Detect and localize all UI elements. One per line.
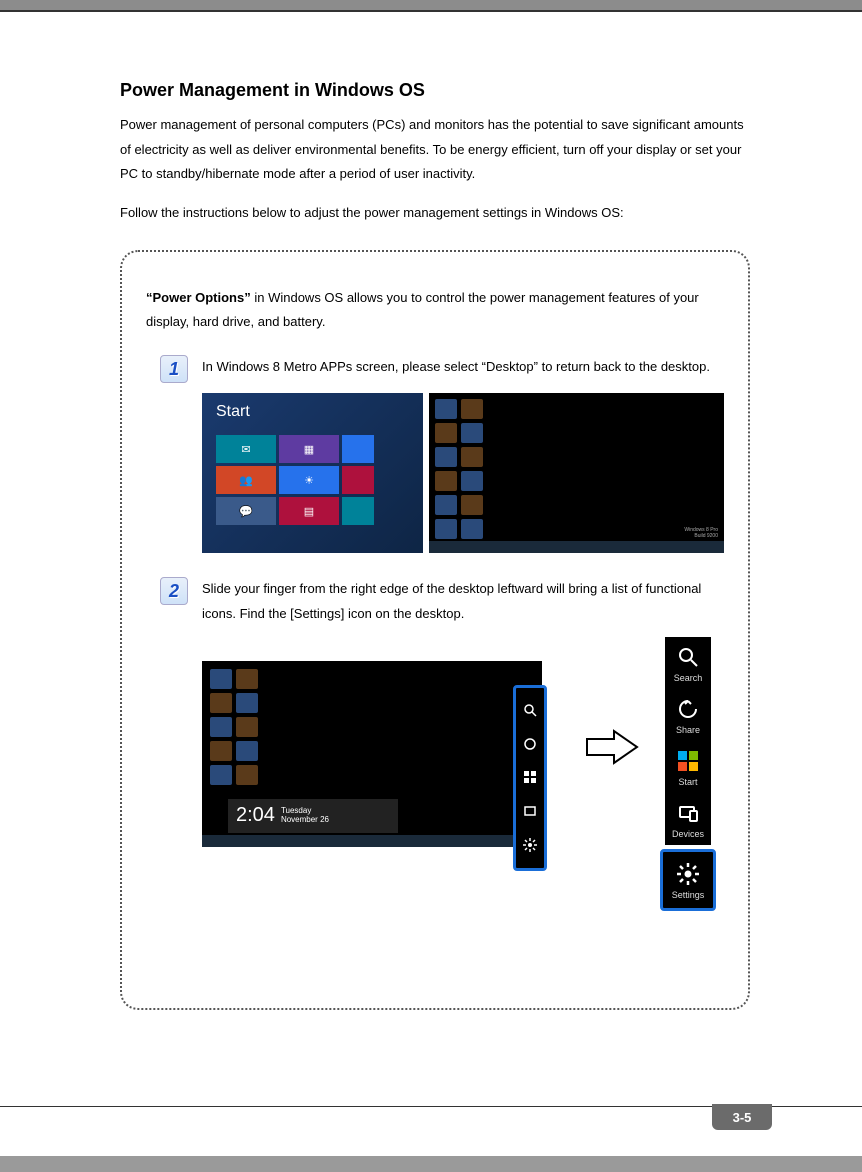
desktop-icon xyxy=(461,471,483,491)
top-bar xyxy=(0,0,862,12)
metro-title: Start xyxy=(216,403,250,421)
desktop-icon xyxy=(210,693,232,713)
arrow-icon xyxy=(582,727,642,767)
intro-bold: “Power Options” xyxy=(146,290,251,305)
metro-start-screen: Start ✉ ▦ 👥 ☀ 💬 ▤ xyxy=(202,393,423,553)
tile-ie xyxy=(342,435,374,463)
watermark-line2: Build 9200 xyxy=(684,533,718,539)
step-number-1: 1 xyxy=(160,355,188,383)
desktop-icon xyxy=(435,447,457,467)
share-icon xyxy=(674,695,702,723)
desktop-icon xyxy=(435,495,457,515)
desktop-icon xyxy=(210,669,232,689)
step-2: 2 Slide your finger from the right edge … xyxy=(146,577,724,626)
desktop-icon xyxy=(461,447,483,467)
step-text-2: Slide your finger from the right edge of… xyxy=(202,577,724,626)
desktop-icon xyxy=(236,741,258,761)
step-number-2: 2 xyxy=(160,577,188,605)
desktop-icon xyxy=(435,519,457,539)
step-1: 1 In Windows 8 Metro APPs screen, please… xyxy=(146,355,724,383)
tile-people: 👥 xyxy=(216,466,276,494)
desktop-icon xyxy=(461,519,483,539)
settings-icon xyxy=(674,860,702,888)
desktop-icon xyxy=(435,399,457,419)
charm-share: Share xyxy=(665,689,711,741)
page-title: Power Management in Windows OS xyxy=(120,80,750,101)
desktop-icon xyxy=(236,765,258,785)
bottom-bar xyxy=(0,1156,862,1172)
paragraph-1: Power management of personal computers (… xyxy=(120,113,750,187)
tile-mail: ✉ xyxy=(216,435,276,463)
charms-bar-small xyxy=(513,685,547,871)
taskbar xyxy=(429,541,724,553)
desktop-icon xyxy=(236,669,258,689)
charm-devices: Devices xyxy=(665,793,711,845)
devices-icon xyxy=(674,799,702,827)
settings-icon xyxy=(523,838,537,852)
charm-start: Start xyxy=(665,741,711,793)
devices-icon xyxy=(523,804,537,818)
tile-news: ▤ xyxy=(279,497,339,525)
clock-time: 2:04 xyxy=(236,804,275,827)
desktop-icon xyxy=(461,495,483,515)
desktop-icon xyxy=(461,423,483,443)
desktop-icon xyxy=(461,399,483,419)
clock-overlay: 2:04 Tuesday November 26 xyxy=(228,799,398,833)
tile-maps xyxy=(342,466,374,494)
clock-date: Tuesday November 26 xyxy=(281,807,329,825)
desktop-icon xyxy=(236,693,258,713)
charm-search: Search xyxy=(665,637,711,689)
instructions-box: “Power Options” in Windows OS allows you… xyxy=(120,250,750,1010)
desktop-icon xyxy=(210,741,232,761)
desktop-screenshot-1: Windows 8 Pro Build 9200 xyxy=(429,393,724,553)
tile-calendar: ▦ xyxy=(279,435,339,463)
page-number-tab: 3-5 xyxy=(712,1104,772,1130)
main-content: Power Management in Windows OS Power man… xyxy=(120,80,750,1010)
tile-weather: ☀ xyxy=(279,466,339,494)
step2-screenshots: 2:04 Tuesday November 26 xyxy=(202,637,724,937)
desktop-icons xyxy=(435,399,483,539)
desktop-icon xyxy=(236,717,258,737)
intro-text: “Power Options” in Windows OS allows you… xyxy=(146,286,724,335)
paragraph-2: Follow the instructions below to adjust … xyxy=(120,201,750,226)
desktop-icons-2 xyxy=(210,669,258,785)
charm-settings: Settings xyxy=(665,854,711,906)
clock-date-line: November 26 xyxy=(281,816,329,825)
start-icon xyxy=(674,747,702,775)
share-icon xyxy=(523,737,537,751)
step-text-1: In Windows 8 Metro APPs screen, please s… xyxy=(202,355,724,380)
charm-label: Settings xyxy=(672,890,705,900)
metro-tiles: ✉ ▦ 👥 ☀ 💬 ▤ xyxy=(216,435,374,525)
tile-extra xyxy=(342,497,374,525)
windows-watermark: Windows 8 Pro Build 9200 xyxy=(684,527,718,539)
desktop-screenshot-2: 2:04 Tuesday November 26 xyxy=(202,661,542,847)
charm-label: Devices xyxy=(672,829,704,839)
start-icon xyxy=(523,770,537,784)
charm-settings-highlight: Settings xyxy=(660,849,716,911)
desktop-icon xyxy=(435,471,457,491)
charm-label: Search xyxy=(674,673,703,683)
charms-bar-enlarged: Search Share Start xyxy=(662,637,714,911)
desktop-icon xyxy=(210,765,232,785)
search-icon xyxy=(523,703,537,717)
search-icon xyxy=(674,643,702,671)
tile-desktop: 💬 xyxy=(216,497,276,525)
desktop-icon xyxy=(435,423,457,443)
charm-label: Start xyxy=(678,777,697,787)
taskbar-2 xyxy=(202,835,542,847)
charm-label: Share xyxy=(676,725,700,735)
step1-screenshots: Start ✉ ▦ 👥 ☀ 💬 ▤ xyxy=(202,393,724,553)
desktop-icon xyxy=(210,717,232,737)
